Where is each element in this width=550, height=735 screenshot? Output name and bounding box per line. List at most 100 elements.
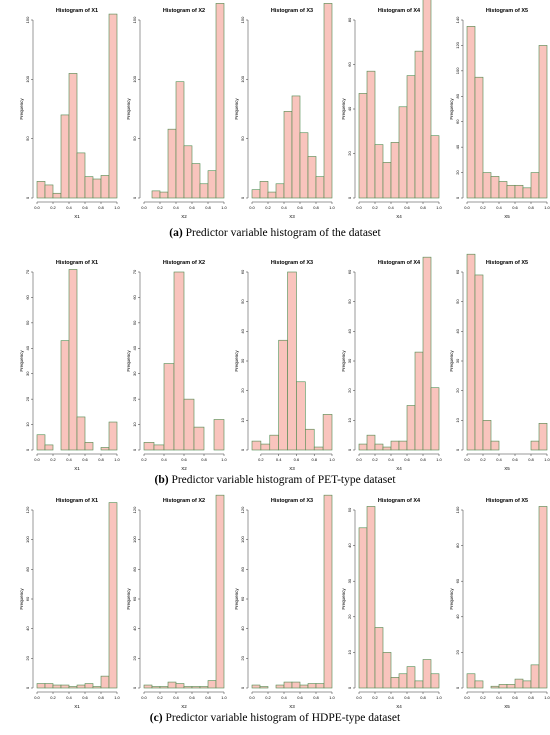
histogram-bar — [313, 446, 324, 451]
y-tick-label: 40 — [347, 543, 352, 548]
histogram-bar — [358, 527, 368, 689]
histogram-bar — [278, 339, 288, 451]
x-tick-label: 1.0 — [436, 205, 442, 210]
histogram-bar — [100, 447, 110, 451]
x-tick-label: 0.6 — [189, 695, 195, 700]
y-tick-label: 70 — [132, 269, 137, 274]
x-tick-label: 0.8 — [420, 695, 426, 700]
y-tick-label: 0 — [25, 448, 30, 451]
histogram-bar — [183, 145, 193, 199]
histogram-bar — [358, 443, 368, 451]
y-tick-label: 0 — [347, 686, 352, 689]
histogram-panel: Histogram of X1 0.0 0.2 0.4 0.6 0.8 1.0 X1 0 50 10… — [19, 8, 121, 219]
x-tick-label: 0.8 — [205, 695, 211, 700]
x-tick-label: 0.2 — [50, 695, 56, 700]
histogram-bar — [68, 686, 78, 689]
histogram-bar — [183, 686, 193, 689]
y-tick-label: 150 — [240, 16, 245, 23]
caption-b: (b) Predictor variable histogram of PET-… — [154, 474, 396, 486]
histogram-bar — [538, 45, 548, 199]
y-tick-label: 120 — [240, 506, 245, 513]
histogram-panel: Histogram of X5 0.0 0.2 0.4 0.6 0.8 1.0 X5 0 10 20… — [449, 253, 550, 471]
y-axis-label: Frequency — [341, 98, 346, 120]
y-tick-label: 100 — [240, 536, 245, 543]
histogram-bar — [173, 271, 185, 451]
histogram-bar — [382, 446, 392, 451]
y-tick-label: 60 — [25, 596, 30, 601]
y-tick-label: 30 — [240, 358, 245, 363]
y-tick-label: 20 — [240, 655, 245, 660]
x-tick-label: 1.0 — [114, 205, 120, 210]
histogram-bar — [530, 172, 540, 199]
y-tick-label: 120 — [132, 506, 137, 513]
y-tick-label: 50 — [132, 320, 137, 325]
histogram-bar — [191, 686, 201, 689]
histogram-bar — [287, 271, 297, 451]
y-tick-label: 60 — [347, 62, 352, 67]
histogram-bar — [422, 0, 432, 199]
histogram-bar — [199, 686, 209, 689]
x-tick-label: 0.8 — [98, 457, 104, 462]
caption-c: (c) Predictor variable histogram of HDPE… — [149, 712, 401, 724]
histogram-bar — [490, 685, 500, 689]
x-axis-label: X1 — [74, 214, 80, 219]
y-tick-label: 80 — [347, 17, 352, 22]
histogram-bar — [44, 184, 54, 199]
x-axis-label: X1 — [74, 704, 80, 709]
histogram-bar — [474, 680, 484, 689]
histogram-bar — [108, 13, 118, 199]
y-axis-label: Frequency — [19, 350, 24, 372]
x-axis-label: X4 — [396, 466, 402, 471]
histogram-title: Histogram of X5 — [486, 498, 528, 504]
histogram-bar — [175, 683, 185, 689]
x-tick-label: 1.0 — [329, 695, 335, 700]
y-tick-label: 10 — [240, 417, 245, 422]
y-axis-label: Frequency — [126, 350, 131, 372]
histogram-title: Histogram of X3 — [271, 498, 313, 504]
histogram-bar — [275, 684, 285, 689]
y-tick-label: 50 — [25, 136, 30, 141]
y-tick-label: 50 — [132, 136, 137, 141]
x-tick-label: 0.4 — [66, 695, 72, 700]
histogram-bar — [153, 444, 165, 451]
histogram-bar — [522, 187, 532, 199]
y-axis-label: Frequency — [126, 98, 131, 120]
histogram-bar — [498, 684, 508, 689]
x-tick-label: 0.6 — [82, 695, 88, 700]
y-tick-label: 20 — [455, 388, 460, 393]
histogram-bar — [159, 191, 169, 199]
histogram-title: Histogram of X1 — [56, 498, 98, 504]
histogram-bar — [315, 683, 325, 689]
x-tick-label: 0.2 — [157, 205, 163, 210]
y-axis-label: Frequency — [234, 98, 239, 120]
histogram-bar — [522, 680, 532, 689]
histogram-bar — [291, 95, 301, 199]
histogram-title: Histogram of X5 — [486, 260, 528, 266]
x-tick-label: 0.0 — [34, 457, 40, 462]
y-tick-label: 20 — [132, 396, 137, 401]
histogram-bar — [100, 175, 110, 199]
x-tick-label: 1.0 — [221, 205, 227, 210]
histogram-bar — [267, 191, 277, 199]
y-tick-label: 10 — [455, 417, 460, 422]
histogram-bar — [100, 675, 110, 689]
x-tick-label: 0.4 — [281, 695, 287, 700]
x-axis-label: X4 — [396, 214, 402, 219]
y-tick-label: 100 — [25, 75, 30, 82]
x-tick-label: 0.0 — [356, 205, 362, 210]
y-tick-label: 60 — [132, 596, 137, 601]
histogram-bar — [490, 440, 500, 451]
y-tick-label: 100 — [240, 75, 245, 82]
histogram-bar — [283, 111, 293, 199]
x-tick-label: 0.4 — [496, 457, 502, 462]
histogram-bar — [414, 680, 424, 689]
x-axis-label: X4 — [396, 704, 402, 709]
histogram-bar — [307, 683, 317, 689]
histogram-panel: Histogram of X3 0.0 0.2 0.4 0.6 0.8 1.0 X3 0 50 10… — [234, 3, 336, 219]
histogram-bar — [490, 176, 500, 199]
histogram-bar — [514, 184, 524, 199]
histogram-bar — [283, 681, 293, 689]
x-tick-label: 1.0 — [544, 457, 550, 462]
y-tick-label: 20 — [455, 170, 460, 175]
histogram-bar — [151, 190, 161, 199]
